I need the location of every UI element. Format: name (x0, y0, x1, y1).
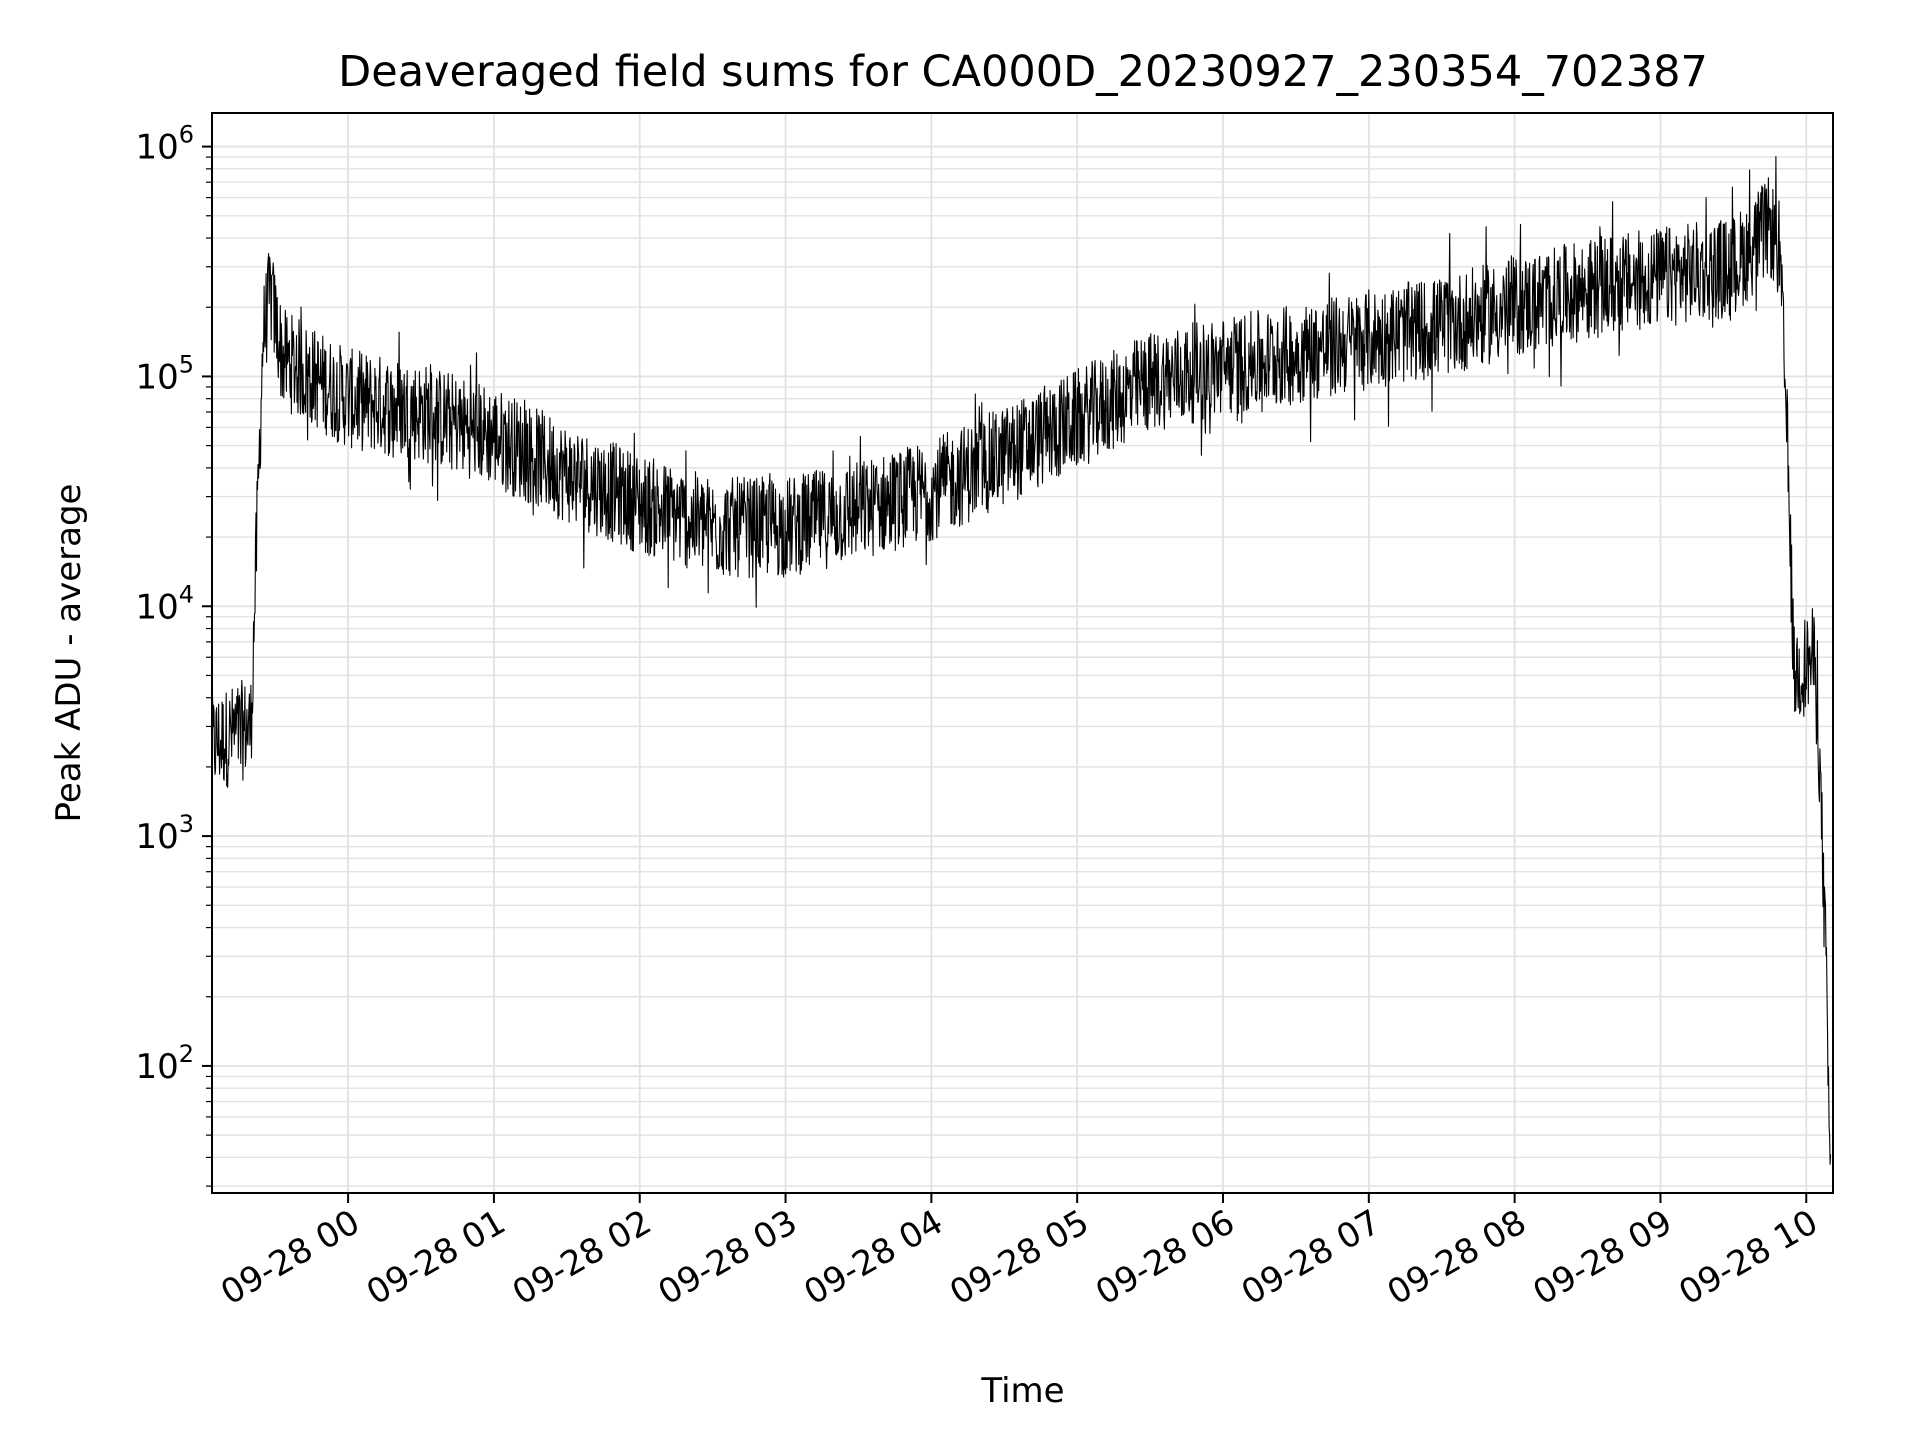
series (211, 156, 1832, 1165)
plot-frame (211, 112, 1834, 1194)
x-tick-label: 09-28 04 (797, 1202, 949, 1313)
x-tick-label: 09-28 06 (1089, 1202, 1241, 1313)
x-tick-label: 09-28 02 (506, 1202, 658, 1313)
chart-title: Deaveraged field sums for CA000D_2023092… (338, 47, 1708, 97)
y-tick-label-base: 10 (135, 587, 178, 627)
x-tick-label: 09-28 05 (943, 1202, 1095, 1313)
y-tick-label-base: 10 (135, 128, 178, 168)
y-tick-label-exponent: 6 (179, 121, 194, 149)
x-tick-label: 09-28 09 (1527, 1202, 1679, 1313)
y-tick-label: 105 (135, 350, 194, 397)
y-tick-label: 104 (135, 580, 194, 627)
x-axis-label: Time (980, 1371, 1064, 1411)
x-tick-label: 09-28 10 (1672, 1202, 1824, 1313)
x-tick-label: 09-28 07 (1235, 1202, 1387, 1313)
grid (212, 113, 1833, 1193)
y-tick-label: 106 (135, 121, 194, 168)
y-tick-label-base: 10 (135, 357, 178, 397)
y-tick-label-base: 10 (135, 817, 178, 857)
y-tick-label-exponent: 4 (179, 580, 194, 608)
x-tick-label: 09-28 01 (360, 1202, 512, 1313)
series-line (211, 156, 1832, 1165)
y-tick-label-base: 10 (135, 1047, 178, 1087)
x-tick-label: 09-28 08 (1381, 1202, 1533, 1313)
y-tick-label-exponent: 3 (179, 810, 194, 838)
x-tick-label: 09-28 03 (652, 1202, 804, 1313)
x-tick-label: 09-28 00 (214, 1202, 366, 1313)
y-axis-label: Peak ADU - average (49, 484, 89, 823)
y-tick-label: 102 (135, 1040, 194, 1087)
y-tick-label-exponent: 5 (179, 350, 194, 378)
y-tick-label: 103 (135, 810, 194, 857)
y-tick-label-exponent: 2 (179, 1040, 194, 1068)
